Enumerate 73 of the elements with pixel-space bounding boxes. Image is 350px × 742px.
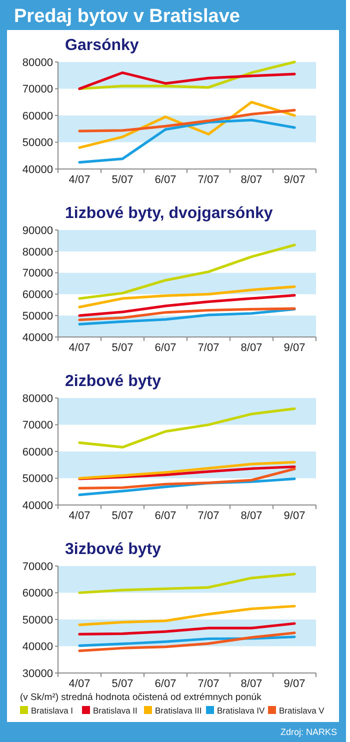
y-tick-label: 40000: [22, 332, 53, 344]
y-tick-label: 60000: [22, 446, 53, 458]
legend-label: Bratislava I: [31, 706, 74, 716]
x-tick-label: 4/07: [68, 678, 90, 690]
x-tick-label: 7/07: [198, 678, 220, 690]
text: Zdroj: NARKS: [280, 727, 337, 737]
x-tick-label: 8/07: [240, 510, 262, 522]
x-tick-label: 5/07: [112, 510, 134, 522]
x-tick-label: 5/07: [112, 174, 134, 186]
x-tick-label: 6/07: [154, 678, 176, 690]
chart-title: 1izbové byty, dvojgarsónky: [65, 205, 273, 222]
line-series: [78, 307, 296, 322]
line-series: [78, 604, 296, 626]
x-tick-label: 6/07: [154, 174, 176, 186]
chart-subtitle: Garsónky: [65, 37, 139, 54]
y-tick-label: 80000: [22, 392, 53, 405]
y-tick-label: 60000: [22, 110, 53, 122]
text: (v Sk/m²) stredná hodnota očistená od extrémnych ponúk: [20, 692, 262, 703]
line-series: [78, 460, 296, 480]
y-tick-label: 70000: [22, 84, 53, 96]
x-tick-label: 8/07: [240, 678, 262, 690]
y-tick-label: 50000: [22, 310, 53, 322]
y-tick-label: 40000: [22, 164, 53, 176]
line-series: [78, 572, 296, 594]
x-tick-label: 9/07: [284, 342, 306, 354]
line-series: [78, 468, 296, 490]
line-series: [78, 60, 296, 90]
legend-label: Bratislava IV: [217, 706, 266, 716]
y-tick-label: 50000: [22, 473, 53, 486]
legend-label: Bratislava III: [155, 706, 202, 716]
chart-title: Predaj bytov v Bratislave: [14, 6, 240, 27]
x-tick-label: 8/07: [240, 342, 262, 354]
y-tick-label: 80000: [22, 246, 53, 258]
x-tick-label: 7/07: [198, 342, 220, 354]
y-tick-label: 60000: [22, 588, 53, 600]
x-tick-label: 9/07: [284, 510, 306, 522]
chart-title: 2izbové byty: [65, 373, 162, 390]
y-tick-label: 60000: [22, 289, 53, 302]
y-tick-label: 50000: [22, 137, 53, 150]
line-series: [78, 294, 296, 317]
x-tick-label: 5/07: [112, 678, 134, 690]
y-tick-label: 80000: [22, 56, 53, 69]
line-series: [78, 108, 296, 132]
y-tick-label: 40000: [22, 500, 53, 512]
line-series: [78, 308, 296, 326]
line-series: [78, 244, 296, 300]
y-tick-label: 50000: [22, 614, 53, 626]
y-tick-label: 30000: [22, 668, 53, 680]
y-tick-label: 90000: [22, 224, 53, 237]
x-tick-label: 7/07: [198, 510, 220, 522]
line-series: [78, 285, 296, 308]
x-tick-label: 5/07: [112, 342, 134, 354]
line-series: [78, 632, 296, 652]
x-tick-label: 9/07: [284, 174, 306, 186]
line-series: [78, 407, 296, 449]
line-series: [78, 622, 296, 636]
y-tick-label: 70000: [22, 420, 53, 432]
x-tick-label: 8/07: [240, 174, 262, 186]
y-tick-label: 70000: [22, 560, 53, 573]
legend-label: Bratislava II: [93, 706, 138, 716]
line-series: [78, 71, 296, 90]
x-tick-label: 4/07: [68, 174, 90, 186]
line-series: [78, 118, 296, 164]
x-tick-label: 4/07: [68, 342, 90, 354]
legend-label: Bratislava V: [279, 706, 325, 716]
chart-title: 3izbové byty: [65, 541, 162, 558]
x-tick-label: 4/07: [68, 510, 90, 522]
y-tick-label: 70000: [22, 268, 53, 280]
x-tick-label: 7/07: [198, 174, 220, 186]
x-tick-label: 9/07: [284, 678, 306, 690]
x-tick-label: 6/07: [154, 342, 176, 354]
y-tick-label: 40000: [22, 641, 53, 654]
x-tick-label: 6/07: [154, 510, 176, 522]
